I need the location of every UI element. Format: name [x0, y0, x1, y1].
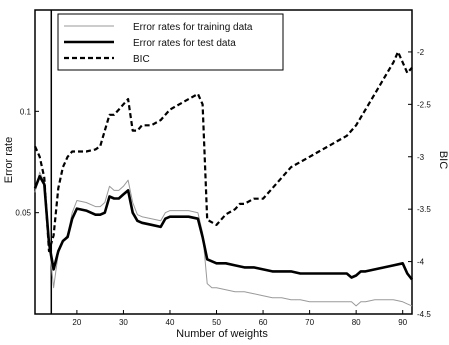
legend-label-bic: BIC — [133, 54, 150, 65]
y-left-tick-label: 0.1 — [20, 107, 32, 116]
y-axis-label-right: BIC — [437, 151, 449, 169]
y-right-tick-label: -2 — [417, 48, 425, 57]
x-tick-label: 20 — [72, 318, 81, 327]
x-tick-label: 40 — [166, 318, 175, 327]
legend-label-training: Error rates for training data — [133, 22, 253, 33]
x-tick-label: 90 — [398, 318, 407, 327]
y-left-tick-label: 0.05 — [15, 209, 31, 218]
series-test-line — [33, 174, 414, 281]
x-tick-label: 50 — [212, 318, 221, 327]
y-right-tick-label: -3.5 — [417, 205, 431, 214]
legend-label-test: Error rates for test data — [133, 38, 236, 49]
y-axis-label-left: Error rate — [3, 137, 15, 183]
y-right-tick-label: -4.5 — [417, 310, 431, 319]
y-right-tick-label: -2.5 — [417, 100, 431, 109]
series-training-line — [34, 171, 413, 307]
series-bic-line — [33, 50, 413, 253]
y-right-tick-label: -3 — [417, 153, 425, 162]
x-tick-label: 60 — [259, 318, 268, 327]
legend: Error rates for training data Error rate… — [57, 13, 284, 71]
y-right-tick-label: -4 — [417, 258, 425, 267]
x-tick-label: 30 — [119, 318, 128, 327]
x-tick-label: 80 — [352, 318, 361, 327]
x-axis-label: Number of weights — [176, 328, 268, 340]
x-tick-label: 70 — [305, 318, 314, 327]
